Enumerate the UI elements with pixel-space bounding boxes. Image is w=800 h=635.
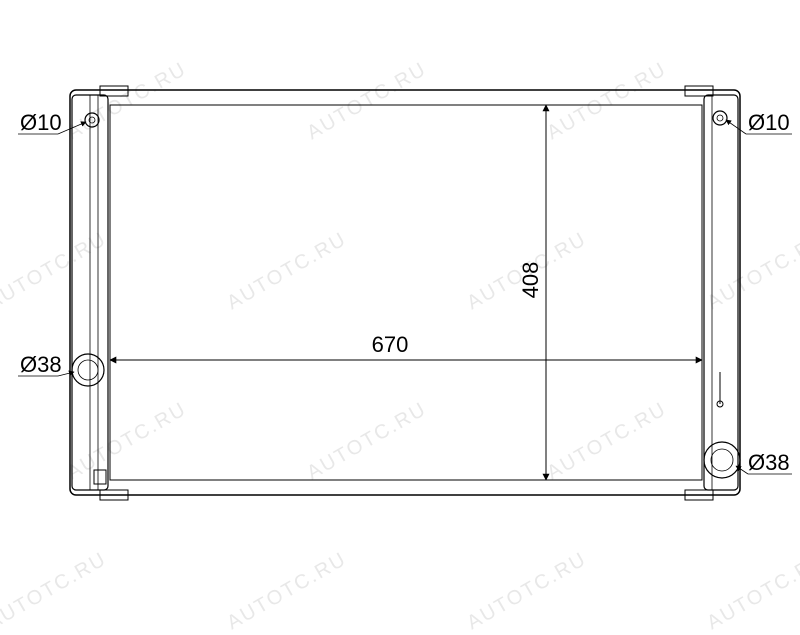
callout-d10-right: Ø10 [726,110,792,135]
port-right-top [713,111,727,125]
dimension-height-label: 408 [518,262,543,299]
port-right-bottom [704,442,740,478]
callout-d10-left-label: Ø10 [20,110,62,135]
callout-d38-right-label: Ø38 [748,450,790,475]
dimension-width-label: 670 [372,332,409,357]
radiator-outer [70,90,740,495]
callout-d38-left-label: Ø38 [20,352,62,377]
callout-d10-right-label: Ø10 [748,110,790,135]
port-left-mid [72,354,104,386]
port-left-top [85,113,99,127]
callout-d38-left: Ø38 [18,352,74,377]
dimension-height: 408 [518,105,558,480]
right-tank [704,95,738,490]
radiator-drawing: 670 408 Ø10 Ø10 Ø38 Ø38 [0,0,800,600]
callout-d10-left: Ø10 [18,110,86,135]
radiator-core [110,105,702,480]
dimension-width: 670 [110,332,702,372]
callout-d38-right: Ø38 [736,450,792,475]
